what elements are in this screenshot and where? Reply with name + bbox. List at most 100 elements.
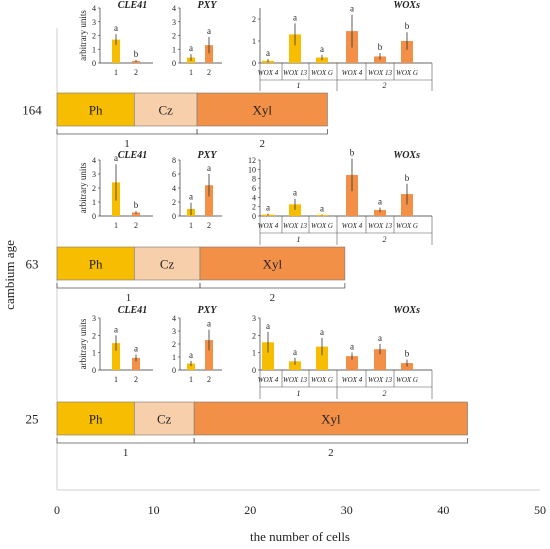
row-25: 25 Ph Cz Xyl 1 2	[26, 401, 468, 459]
significance-letter: a	[189, 350, 193, 360]
inset-y-tick-label: 1	[92, 349, 96, 358]
inset-y-tick-label: 2	[92, 184, 96, 193]
inset-group-label: 2	[383, 235, 387, 244]
inset-y-tick-label: 4	[172, 314, 176, 323]
inset-y-tick-label: 2	[92, 331, 96, 340]
inset-y-tick-label: 2	[172, 198, 176, 207]
inset-bar	[205, 45, 213, 63]
inset-y-tick-label: 4	[172, 184, 176, 193]
inset-panel-title: PXY	[198, 150, 218, 161]
bracket-label: 2	[260, 138, 266, 150]
inset-bar	[374, 349, 386, 370]
inset-category-label: WOX G	[396, 222, 418, 230]
inset-category-label: WOX G	[311, 69, 333, 77]
zone-label-ph: Ph	[89, 257, 103, 272]
inset-y-tick-label: 8	[172, 156, 176, 165]
significance-letter: a	[207, 319, 211, 329]
inset-bar	[187, 363, 195, 370]
inset-category-label: WOX 4	[258, 376, 279, 384]
inset-panel-title: PXY	[198, 305, 218, 316]
zone-bar-cz	[133, 401, 195, 436]
significance-letter: a	[114, 153, 118, 163]
inset-category-label: WOX G	[311, 376, 333, 384]
x-tick-label: 0	[54, 503, 60, 517]
inset-category-label: 1	[114, 68, 118, 77]
zone-label-cz: Cz	[158, 103, 173, 118]
inset-y-label: arbitrary units	[78, 10, 88, 61]
inset-category-label: WOX 13	[283, 222, 307, 230]
zone-label-xyl: Xyl	[253, 103, 273, 118]
inset-bar	[262, 342, 274, 370]
inset-bar	[205, 185, 213, 216]
inset-group-label: 2	[383, 389, 387, 398]
inset-y-tick-label: 0	[252, 59, 256, 68]
bracket-label: 2	[270, 292, 276, 304]
cambium-age-label: 25	[26, 412, 39, 427]
zone-bar-cz	[133, 246, 201, 281]
inset-category-label: 1	[189, 68, 193, 77]
inset-category-label: 1	[189, 375, 193, 384]
significance-letter: a	[293, 12, 297, 22]
inset-bar	[316, 346, 328, 370]
inset-category-label: WOX 4	[258, 222, 279, 230]
zone-bar-xyl	[196, 92, 328, 127]
zone-label-xyl: Xyl	[321, 412, 341, 427]
inset-bar	[205, 340, 213, 370]
inset-bar	[401, 194, 413, 216]
inset-y-tick-label: 0	[92, 59, 96, 68]
significance-letter: a	[134, 343, 138, 353]
x-tick-label: 50	[534, 503, 546, 517]
bracket-label: 1	[126, 292, 132, 304]
inset-bar	[132, 212, 140, 216]
inset-category-label: 2	[134, 68, 138, 77]
inset-y-tick-label: 2	[172, 32, 176, 41]
inset-y-tick-label: 2	[252, 331, 256, 340]
inset-y-tick-label: 2	[252, 203, 256, 212]
zone-bar-cz	[133, 92, 198, 127]
significance-letter: b	[134, 200, 139, 210]
inset-bar	[112, 39, 120, 63]
inset-category-label: WOX 4	[342, 222, 363, 230]
inset-category-label: 2	[134, 221, 138, 230]
zone-bar-xyl	[199, 246, 346, 281]
inset-y-tick-label: 3	[92, 18, 96, 27]
inset-bar	[374, 209, 386, 216]
inset-category-label: WOX 4	[258, 69, 279, 77]
inset-y-tick-label: 4	[252, 193, 256, 202]
cambium-age-label: 63	[26, 257, 39, 272]
inset-category-label: WOX G	[396, 376, 418, 384]
inset-panel-title: PXY	[198, 0, 218, 11]
inset-category-label: WOX 13	[368, 222, 392, 230]
inset-bar	[346, 174, 358, 216]
x-tick-label: 30	[341, 503, 353, 517]
significance-letter: a	[378, 333, 382, 343]
inset-y-tick-label: 0	[172, 366, 176, 375]
significance-letter: b	[378, 42, 383, 52]
inset-category-label: WOX 4	[342, 376, 363, 384]
inset-panel-title: CLE41	[118, 150, 147, 161]
inset-y-tick-label: 0	[172, 59, 176, 68]
inset-charts: arbitrary unitsCLE4101234a1b2PXY01234a1a…	[78, 0, 433, 399]
inset-panel-title: CLE41	[118, 0, 147, 11]
bracket-label: 1	[124, 138, 130, 150]
inset-bar	[316, 57, 328, 63]
zone-bracket	[199, 283, 346, 289]
inset-panel-woxs: WOXs 0 1 2 3 a WOX 4 a WOX 13 a WOX G a WOX 4 a WOX 13…	[252, 305, 433, 399]
significance-letter: a	[207, 26, 211, 36]
zone-bar-xyl	[193, 401, 468, 436]
inset-bar	[346, 356, 358, 370]
inset-y-tick-label: 3	[172, 18, 176, 27]
inset-category-label: WOX 13	[283, 376, 307, 384]
inset-panel-title: WOXs	[393, 305, 420, 316]
significance-letter: a	[266, 48, 270, 58]
zone-bracket	[56, 129, 198, 135]
inset-y-tick-label: 2	[252, 15, 256, 24]
inset-y-tick-label: 4	[92, 156, 96, 165]
inset-category-label: WOX G	[311, 222, 333, 230]
inset-y-label: arbitrary units	[78, 318, 88, 369]
inset-group-label: 1	[297, 235, 301, 244]
